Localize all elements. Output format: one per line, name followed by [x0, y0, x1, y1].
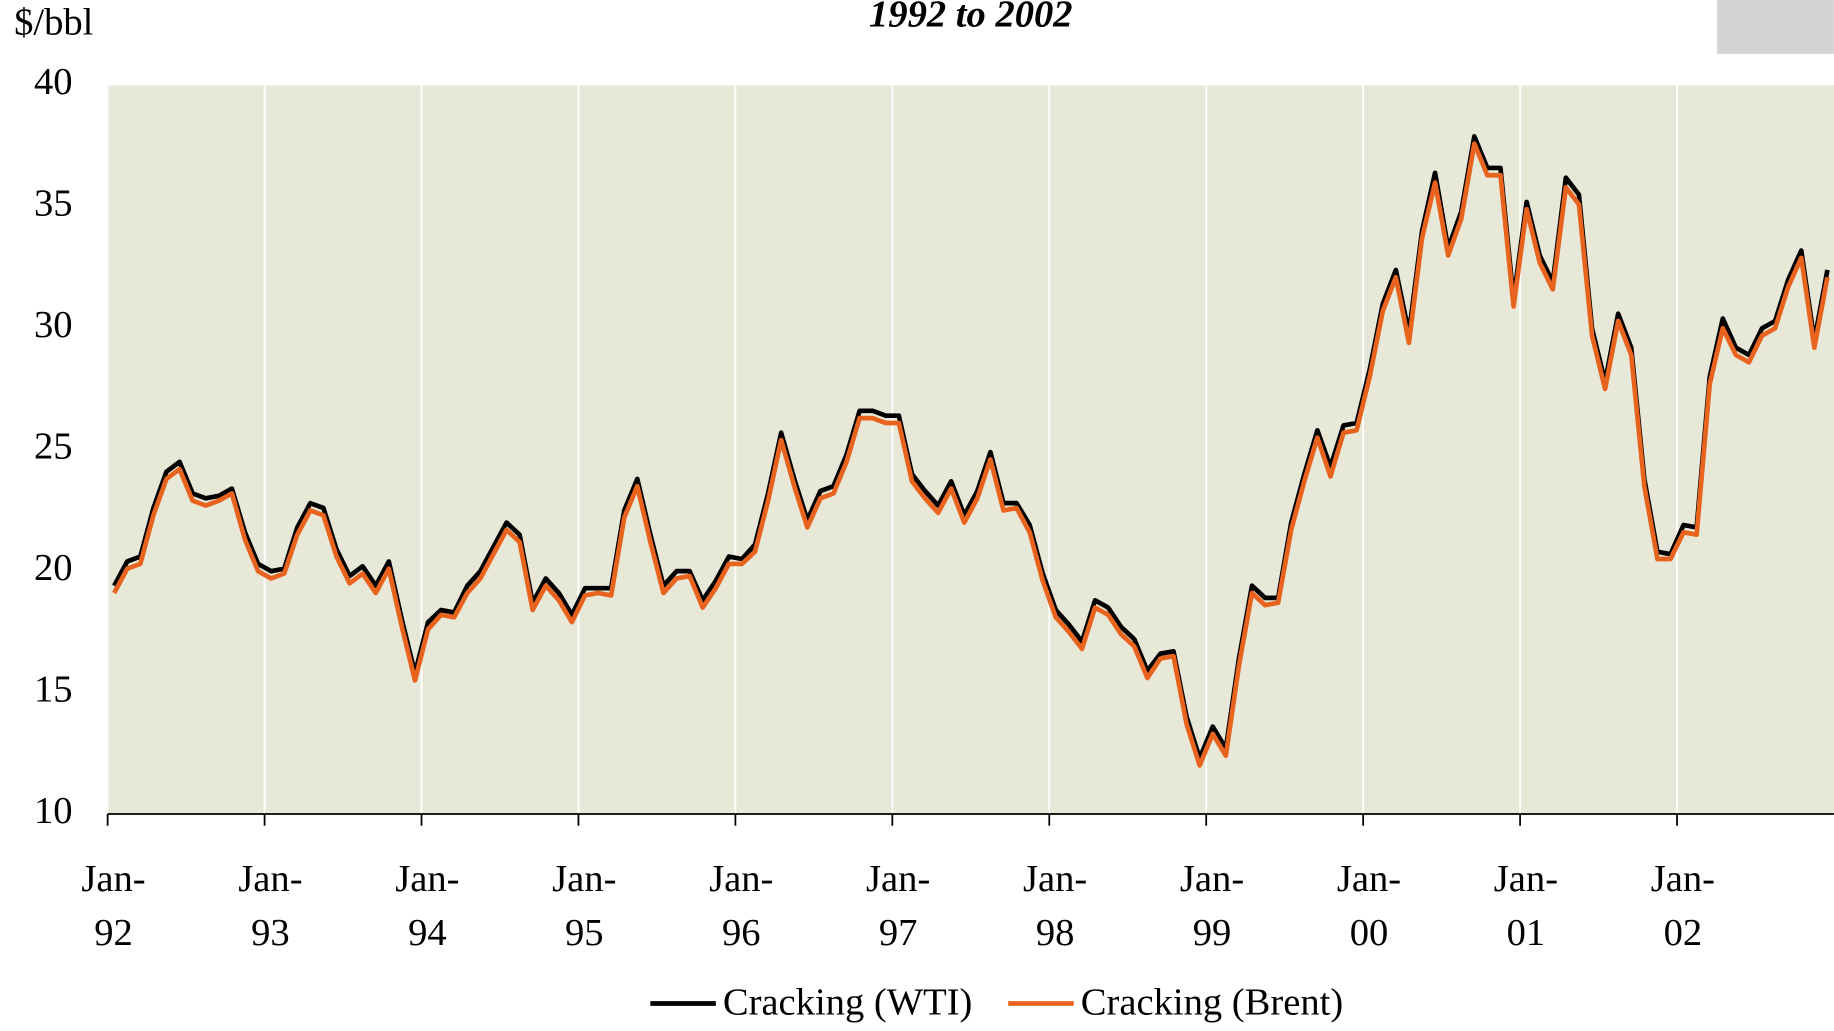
x-tick-label: Jan-92 [81, 858, 145, 954]
series-line [112, 141, 1830, 768]
y-axis-label: $/bbl [14, 2, 93, 44]
y-tick-label: 35 [34, 183, 73, 225]
x-tick-label: Jan-93 [238, 858, 302, 954]
legend-label: Cracking (Brent) [1081, 982, 1343, 1024]
x-tick-label: Jan-02 [1651, 858, 1715, 954]
x-tick-label: Jan-99 [1180, 858, 1244, 954]
x-tick-label: Jan-00 [1337, 858, 1401, 954]
x-tick-label: Jan-95 [552, 858, 616, 954]
y-tick-label: 15 [34, 668, 73, 710]
y-tick-label: 10 [34, 790, 73, 832]
y-tick-label: 20 [34, 547, 73, 589]
y-tick-label: 30 [34, 304, 73, 346]
plot-area [107, 85, 1834, 815]
y-tick-label: 25 [34, 426, 73, 468]
y-tick-label: 40 [34, 61, 73, 103]
legend-label: Cracking (WTI) [723, 982, 973, 1024]
x-tick-label: Jan-94 [395, 858, 459, 954]
x-tick-label: Jan-96 [709, 858, 773, 954]
x-tick-label: Jan-98 [1023, 858, 1087, 954]
x-tick-label: Jan-97 [866, 858, 930, 954]
logo [1717, 0, 1834, 54]
x-tick-label: Jan-01 [1494, 858, 1558, 954]
chart-title: 1992 to 2002 [869, 0, 1073, 35]
